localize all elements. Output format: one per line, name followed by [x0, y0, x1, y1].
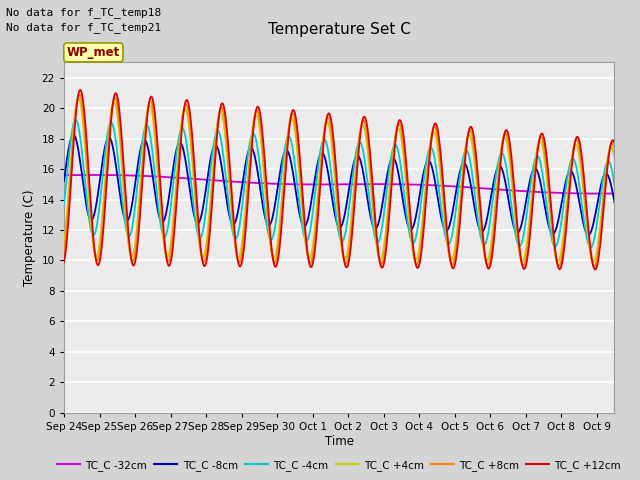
Text: WP_met: WP_met [67, 46, 120, 59]
Text: No data for f_TC_temp18: No data for f_TC_temp18 [6, 7, 162, 18]
Text: Temperature Set C: Temperature Set C [268, 22, 411, 36]
X-axis label: Time: Time [324, 434, 354, 448]
Legend: TC_C -32cm, TC_C -8cm, TC_C -4cm, TC_C +4cm, TC_C +8cm, TC_C +12cm: TC_C -32cm, TC_C -8cm, TC_C -4cm, TC_C +… [53, 456, 625, 475]
Text: No data for f_TC_temp21: No data for f_TC_temp21 [6, 22, 162, 33]
Y-axis label: Temperature (C): Temperature (C) [23, 189, 36, 286]
